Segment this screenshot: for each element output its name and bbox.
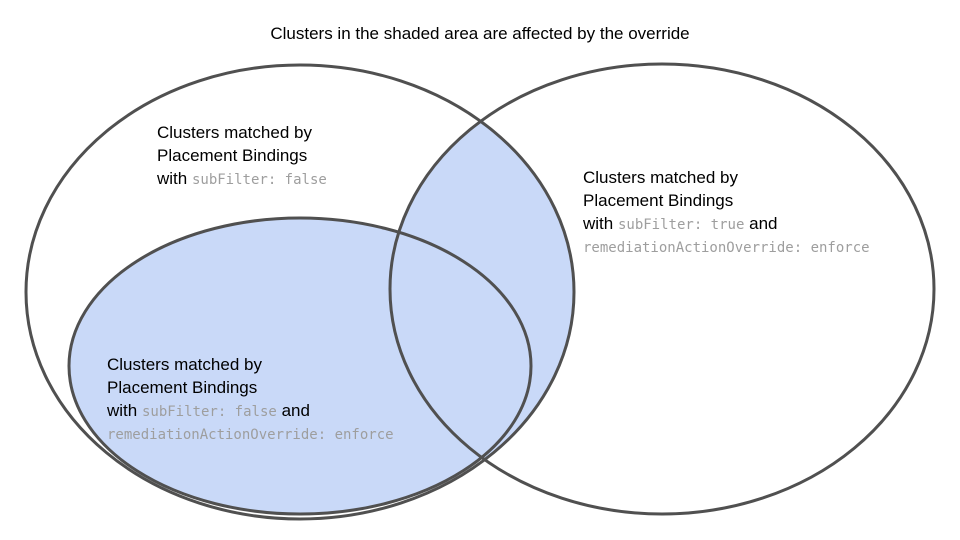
left-set-with: with [157,169,188,188]
right-set-ellipse [388,62,936,516]
left-set-label: Clusters matched by Placement Bindings w… [157,121,327,192]
diagram-title: Clusters in the shaded area are affected… [270,24,690,43]
inner-set-label: Clusters matched by Placement Bindings w… [107,353,394,447]
right-set-line1: Clusters matched by [583,168,738,187]
left-set-line2: Placement Bindings [157,146,308,165]
inner-set-ellipse [67,216,533,516]
right-set-label: Clusters matched by Placement Bindings w… [583,166,870,260]
left-set-code-subfilter: subFilter: false [191,172,327,188]
right-set-code-override: remediationActionOverride: enforce [583,240,870,256]
overlap-shaded-region [390,65,574,514]
right-set-and: and [749,214,778,233]
left-set-ellipse [24,63,576,521]
left-set-line1: Clusters matched by [157,123,312,142]
inner-set-code-override: remediationActionOverride: enforce [107,427,394,443]
inner-set-line1: Clusters matched by [107,355,262,374]
inner-set-with: with [107,401,138,420]
right-set-code-subfilter: subFilter: true [617,217,745,233]
inner-set-and: and [281,401,310,420]
inner-set-code-subfilter: subFilter: false [141,404,277,420]
right-set-with: with [583,214,614,233]
inner-set-line2: Placement Bindings [107,378,258,397]
right-set-line2: Placement Bindings [583,191,734,210]
